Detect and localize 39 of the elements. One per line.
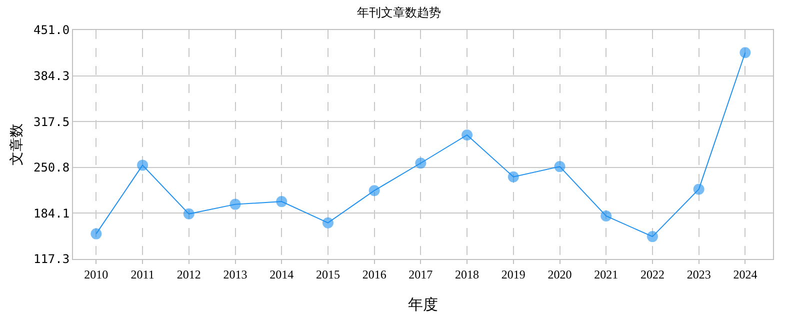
point bbox=[230, 198, 241, 210]
point bbox=[276, 196, 288, 208]
point bbox=[462, 130, 473, 140]
y-tick-label: 317.5 bbox=[33, 114, 70, 129]
x-tick-label: 2021 bbox=[594, 267, 618, 282]
y-tick-label: 117.3 bbox=[33, 252, 70, 266]
chart-title: 年刊文章数趋势 bbox=[357, 6, 441, 20]
point bbox=[554, 161, 566, 172]
point bbox=[415, 158, 426, 169]
y-tick-label: 384.3 bbox=[33, 68, 70, 83]
point bbox=[600, 210, 612, 222]
y-axis-title: 文章数 bbox=[9, 124, 26, 166]
y-tick-label: 451.0 bbox=[33, 23, 70, 38]
point bbox=[646, 231, 658, 242]
x-tick-label: 2012 bbox=[176, 267, 201, 282]
x-tick-label: 2020 bbox=[548, 267, 572, 282]
x-tick-label: 2024 bbox=[733, 267, 758, 282]
x-tick-label: 2011 bbox=[130, 267, 154, 282]
x-tick-label: 2010 bbox=[84, 267, 108, 282]
y-tick-label: 250.8 bbox=[33, 160, 70, 175]
x-tick-label: 2023 bbox=[686, 267, 711, 282]
x-tick-label: 2019 bbox=[501, 267, 526, 282]
point bbox=[183, 208, 194, 220]
x-tick-label: 2013 bbox=[223, 267, 248, 282]
point bbox=[693, 184, 704, 195]
point bbox=[137, 160, 148, 171]
x-tick-label: 2016 bbox=[362, 267, 386, 282]
x-tick-label: 2014 bbox=[270, 267, 294, 282]
x-tick-label: 2015 bbox=[316, 267, 340, 282]
point bbox=[322, 217, 334, 228]
x-axis-title: 年度 bbox=[408, 295, 438, 314]
point bbox=[90, 228, 102, 240]
y-tick-label: 184.1 bbox=[33, 206, 70, 220]
x-tick-label: 2018 bbox=[455, 267, 480, 282]
point bbox=[740, 47, 751, 58]
point bbox=[368, 185, 380, 196]
x-tick-label: 2022 bbox=[640, 267, 664, 282]
x-tick-label: 2017 bbox=[408, 267, 433, 282]
point bbox=[508, 171, 519, 182]
